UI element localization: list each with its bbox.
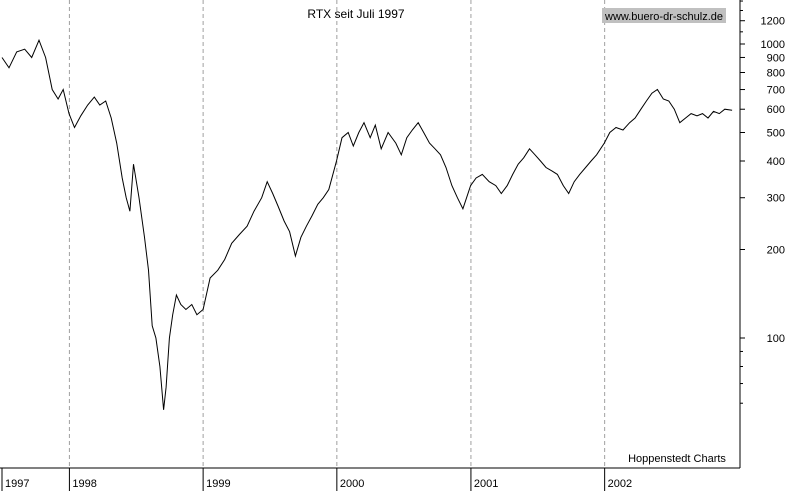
- y-tick-label-700: 700: [767, 85, 785, 97]
- year-gridlines: [68, 0, 606, 468]
- x-tick-label-1998: 1998: [72, 478, 96, 490]
- y-tick-label-500: 500: [767, 128, 785, 140]
- x-tick-label-2002: 2002: [608, 478, 632, 490]
- y-tick-label-100: 100: [767, 333, 785, 345]
- watermark-text: www.buero-dr-schulz.de: [604, 11, 723, 23]
- price-line: [1, 38, 733, 410]
- y-tick-label-200: 200: [767, 244, 785, 256]
- x-axis: 1997 1998 1999 2000 2001 2002: [1, 468, 632, 491]
- x-tick-label-1999: 1999: [206, 478, 230, 490]
- y-tick-label-800: 800: [767, 67, 785, 79]
- watermark-box: [602, 8, 726, 23]
- chart-title: RTX seit Juli 1997: [307, 7, 404, 21]
- y-tick-label-300: 300: [767, 193, 785, 205]
- x-tick-label-2000: 2000: [340, 478, 364, 490]
- y-tick-label-600: 600: [767, 104, 785, 116]
- y-tick-label-900: 900: [767, 52, 785, 64]
- x-tick-label-1997: 1997: [5, 478, 29, 490]
- y-tick-label-400: 400: [767, 156, 785, 168]
- y-tick-label-1200: 1200: [761, 16, 785, 28]
- x-tick-label-2001: 2001: [474, 478, 498, 490]
- source-label: Hoppenstedt Charts: [628, 453, 726, 465]
- y-tick-label-1000: 1000: [761, 39, 785, 51]
